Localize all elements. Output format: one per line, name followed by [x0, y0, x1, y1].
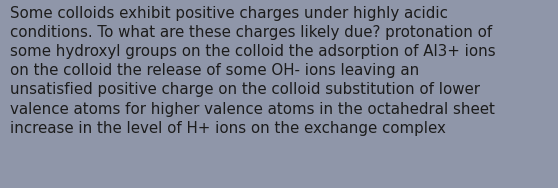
Text: Some colloids exhibit positive charges under highly acidic
conditions. To what a: Some colloids exhibit positive charges u…	[10, 6, 496, 136]
